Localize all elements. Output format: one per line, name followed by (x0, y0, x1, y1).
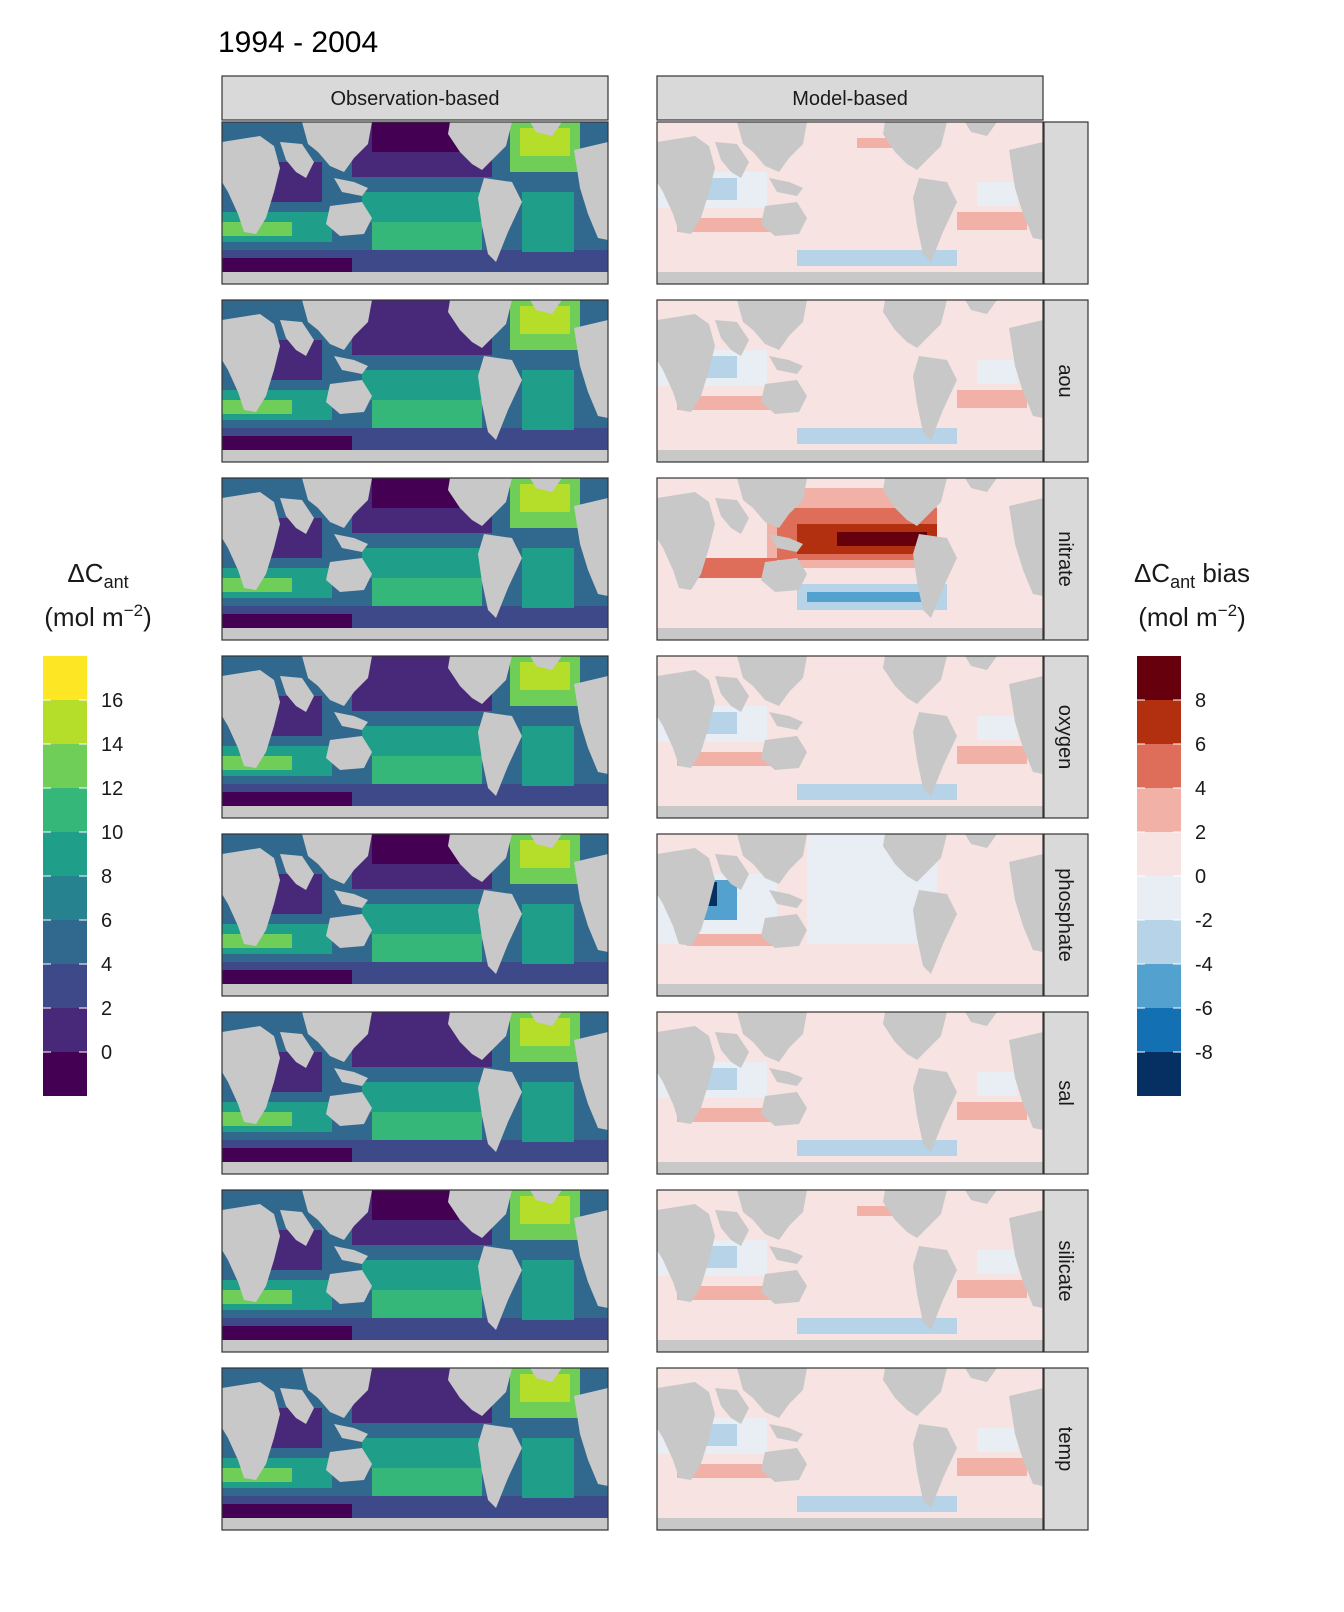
row-strip-6: silicate (1043, 1189, 1089, 1353)
legend-swatch (43, 1052, 87, 1096)
legend-tick-label: 6 (101, 910, 112, 932)
plot-title: 1994 - 2004 (218, 26, 378, 59)
legend-swatch (43, 876, 87, 920)
legend-swatch (43, 700, 87, 744)
legend-title: ΔCant (67, 558, 128, 592)
legend-swatch (1137, 1008, 1181, 1052)
row-label: nitrate (1054, 531, 1076, 587)
legend-title: ΔCant bias (1134, 558, 1250, 592)
legend-tick-label: -6 (1195, 998, 1213, 1020)
legend-tick-label: 8 (1195, 690, 1206, 712)
legend-swatch (1137, 832, 1181, 876)
legend-tick-label: 4 (1195, 778, 1206, 800)
bias-map-6 (656, 1189, 1044, 1353)
column-strips: Observation-based Model-based (221, 75, 1044, 121)
column-label: Observation-based (331, 88, 500, 110)
obs-map-4 (221, 833, 609, 997)
row-label: phosphate (1054, 868, 1076, 961)
row-strip-0 (1043, 121, 1089, 285)
legend-unit: (mol m−2) (44, 601, 152, 632)
legend-swatch (43, 920, 87, 964)
column-label: Model-based (792, 88, 908, 110)
obs-map-3 (221, 655, 609, 819)
bias-map-2 (656, 477, 1044, 641)
bias-map-1 (656, 299, 1044, 463)
legend-swatch (1137, 920, 1181, 964)
legend-swatch (43, 744, 87, 788)
row-strip-5: sal (1043, 1011, 1089, 1175)
row-strip-2: nitrate (1043, 477, 1089, 641)
obs-map-6 (221, 1189, 609, 1353)
legend-observation: ΔCant (mol m−2) 16 14 12 10 8 6 4 2 0 (43, 558, 152, 1096)
legend-swatch (1137, 788, 1181, 832)
legend-swatch (43, 788, 87, 832)
obs-map-5 (221, 1011, 609, 1175)
row-label: sal (1054, 1080, 1076, 1106)
row-label: temp (1054, 1427, 1076, 1471)
row-label: silicate (1054, 1240, 1076, 1301)
panels-grid: aou nitrate oxygen phosphate sal silicate temp (221, 121, 1089, 1531)
row-label: aou (1054, 364, 1076, 397)
legend-tick-label: 4 (101, 954, 112, 976)
legend-bias: ΔCant bias (mol m−2) 8 6 4 2 0 -2 -4 -6 -8 (1134, 558, 1250, 1096)
legend-tick-label: 10 (101, 822, 123, 844)
legend-tick-label: 0 (101, 1042, 112, 1064)
bias-map-5 (656, 1011, 1044, 1175)
legend-swatch (1137, 656, 1181, 700)
legend-swatch (1137, 876, 1181, 920)
bias-map-3 (656, 655, 1044, 819)
legend-tick-label: 12 (101, 778, 123, 800)
legend-swatch (43, 656, 87, 700)
legend-tick-label: 14 (101, 734, 123, 756)
bias-map-7 (656, 1367, 1044, 1531)
legend-tick-label: 2 (101, 998, 112, 1020)
legend-tick-label: 6 (1195, 734, 1206, 756)
row-strip-7: temp (1043, 1367, 1089, 1531)
bias-map-4 (656, 833, 1044, 997)
row-strip-1: aou (1043, 299, 1089, 463)
legend-swatch (43, 964, 87, 1008)
obs-map-2 (221, 477, 609, 641)
legend-swatch (1137, 744, 1181, 788)
row-strip-4: phosphate (1043, 833, 1089, 997)
legend-tick-label: 0 (1195, 866, 1206, 888)
legend-tick-label: -8 (1195, 1042, 1213, 1064)
legend-swatch (43, 832, 87, 876)
bias-map-0 (656, 121, 1044, 285)
legend-unit: (mol m−2) (1138, 601, 1246, 632)
legend-tick-label: 16 (101, 690, 123, 712)
column-strip-1: Model-based (656, 75, 1044, 121)
legend-tick-label: 2 (1195, 822, 1206, 844)
obs-map-1 (221, 299, 609, 463)
row-strip-3: oxygen (1043, 655, 1089, 819)
row-label: oxygen (1054, 705, 1076, 770)
legend-tick-label: -4 (1195, 954, 1213, 976)
obs-map-7 (221, 1367, 609, 1531)
legend-swatch (1137, 1052, 1181, 1096)
legend-swatch (1137, 700, 1181, 744)
legend-tick-label: -2 (1195, 910, 1213, 932)
legend-tick-label: 8 (101, 866, 112, 888)
legend-swatch (1137, 964, 1181, 1008)
column-strip-0: Observation-based (221, 75, 609, 121)
legend-swatch (43, 1008, 87, 1052)
obs-map-0 (221, 121, 609, 285)
